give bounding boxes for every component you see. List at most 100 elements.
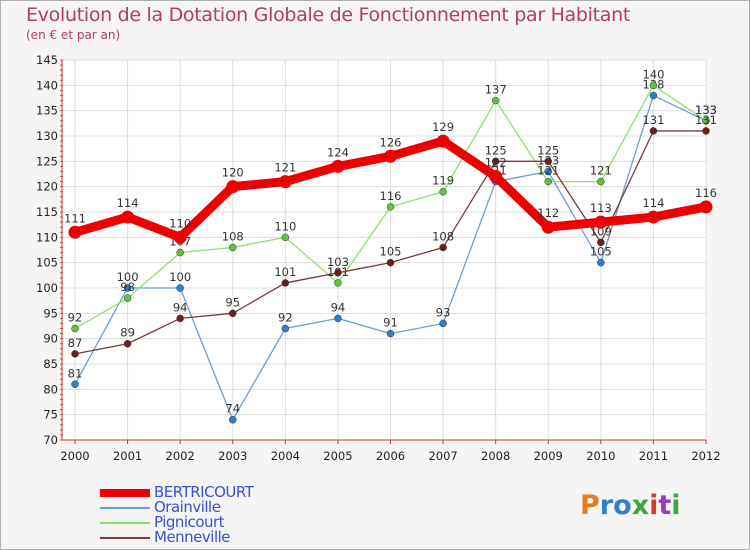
x-tick-label: 2010 xyxy=(586,449,615,463)
logo-letter: r xyxy=(599,490,614,521)
data-label-bertricourt: 122 xyxy=(485,156,507,170)
data-label-pignicourt: 121 xyxy=(590,164,612,178)
point-menneville xyxy=(176,314,184,323)
data-label-menneville: 131 xyxy=(642,113,664,127)
y-tick-label: 90 xyxy=(43,332,58,346)
data-label-bertricourt: 120 xyxy=(222,166,244,180)
point-bertricourt xyxy=(489,170,503,184)
data-label-menneville: 95 xyxy=(225,295,240,309)
y-tick-label: 85 xyxy=(43,357,58,371)
data-label-menneville: 125 xyxy=(537,143,559,157)
point-orainville xyxy=(597,258,605,267)
y-tick-label: 105 xyxy=(36,256,58,270)
legend: BERTRICOURT Orainville Pignicourt Mennevill… xyxy=(100,483,320,546)
point-bertricourt xyxy=(121,210,135,224)
data-label-menneville: 125 xyxy=(485,143,507,157)
point-menneville xyxy=(649,127,658,135)
data-label-menneville: 109 xyxy=(590,224,612,238)
point-pignicourt xyxy=(386,203,395,211)
x-tick-label: 2009 xyxy=(534,449,563,463)
data-label-orainville: 81 xyxy=(68,366,83,380)
data-label-orainville: 92 xyxy=(278,311,293,325)
point-bertricourt xyxy=(226,180,240,194)
proxiti-logo: Proxiti xyxy=(580,490,681,521)
point-menneville xyxy=(334,269,342,277)
data-label-bertricourt: 110 xyxy=(169,216,191,230)
data-label-menneville: 94 xyxy=(173,300,188,314)
data-label-pignicourt: 108 xyxy=(222,229,244,243)
logo-letter: x xyxy=(631,490,650,521)
chart-subtitle: (en € et par an) xyxy=(26,28,121,42)
legend-item-pignicourt: Pignicourt xyxy=(100,513,320,531)
point-orainville xyxy=(123,284,132,292)
legend-item-menneville: Menneville xyxy=(100,528,320,546)
y-tick-label: 70 xyxy=(43,433,58,447)
y-tick-label: 140 xyxy=(36,78,58,92)
point-orainville xyxy=(334,314,342,323)
y-tick-label: 125 xyxy=(36,154,58,168)
y-tick-label: 145 xyxy=(36,53,58,67)
data-label-pignicourt: 92 xyxy=(68,311,83,325)
point-pignicourt xyxy=(491,96,500,105)
data-label-bertricourt: 114 xyxy=(117,196,139,210)
y-tick-label: 110 xyxy=(36,230,58,244)
x-tick-label: 2003 xyxy=(218,449,247,463)
point-bertricourt xyxy=(594,215,608,229)
data-label-bertricourt: 121 xyxy=(274,161,296,175)
data-label-pignicourt: 110 xyxy=(274,219,296,233)
y-tick-label: 135 xyxy=(36,104,58,118)
data-label-menneville: 89 xyxy=(120,326,135,340)
point-menneville xyxy=(439,243,447,252)
x-tick-label: 2006 xyxy=(376,449,405,463)
data-label-pignicourt: 121 xyxy=(537,164,559,178)
point-pignicourt xyxy=(439,187,447,196)
point-pignicourt xyxy=(334,279,342,287)
data-label-pignicourt: 119 xyxy=(432,174,454,188)
data-label-menneville: 131 xyxy=(695,113,717,127)
x-tick-label: 2007 xyxy=(428,449,457,463)
data-label-menneville: 101 xyxy=(274,265,296,279)
data-label-orainville: 94 xyxy=(331,300,346,314)
point-bertricourt xyxy=(436,134,450,148)
data-label-bertricourt: 112 xyxy=(537,206,559,220)
point-pignicourt xyxy=(176,248,184,257)
point-bertricourt xyxy=(646,210,660,224)
point-pignicourt xyxy=(544,177,552,186)
data-label-bertricourt: 129 xyxy=(432,120,454,134)
x-tick-label: 2001 xyxy=(113,449,142,463)
y-tick-label: 100 xyxy=(36,281,58,295)
data-label-bertricourt: 114 xyxy=(642,196,664,210)
point-orainville xyxy=(649,91,658,100)
point-bertricourt xyxy=(541,220,555,234)
point-menneville xyxy=(702,127,710,135)
data-label-bertricourt: 124 xyxy=(327,145,349,159)
point-orainville xyxy=(71,380,79,389)
data-label-bertricourt: 113 xyxy=(590,201,612,215)
legend-swatch xyxy=(100,522,150,524)
logo-letter: P xyxy=(580,490,600,521)
point-pignicourt xyxy=(71,324,79,333)
point-pignicourt xyxy=(597,177,605,186)
point-bertricourt xyxy=(278,175,292,189)
data-label-orainville: 100 xyxy=(169,270,191,284)
x-tick-label: 2012 xyxy=(691,449,720,463)
plot-area xyxy=(62,60,706,440)
legend-label: Pignicourt xyxy=(154,513,225,531)
x-tick-label: 2000 xyxy=(60,449,89,463)
data-label-pignicourt: 140 xyxy=(642,67,664,81)
data-label-orainville: 74 xyxy=(225,402,240,416)
point-orainville xyxy=(281,324,290,333)
legend-item-orainville: Orainville xyxy=(100,498,320,516)
point-orainville xyxy=(176,284,184,292)
point-pignicourt xyxy=(123,294,132,302)
legend-item-bertricourt: BERTRICOURT xyxy=(100,483,320,501)
data-label-orainville: 133 xyxy=(695,103,717,117)
data-label-menneville: 108 xyxy=(432,229,454,243)
chart-title: Evolution de la Dotation Globale de Fonc… xyxy=(26,4,631,26)
point-menneville xyxy=(386,258,395,267)
data-label-pignicourt: 98 xyxy=(120,280,135,294)
point-pignicourt xyxy=(281,233,290,242)
point-orainville xyxy=(544,167,552,176)
x-tick-label: 2004 xyxy=(271,449,300,463)
